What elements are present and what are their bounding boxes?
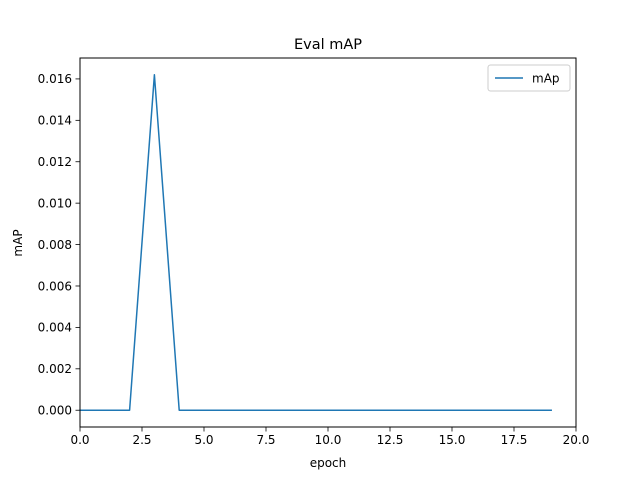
x-tick-label: 7.5 [256,433,275,447]
chart-title: Eval mAP [294,37,362,53]
x-tick-label: 0.0 [70,433,89,447]
x-tick-label: 10.0 [315,433,342,447]
x-tick-label: 15.0 [439,433,466,447]
plot-area [80,58,576,427]
y-tick-label: 0.016 [38,72,72,86]
x-tick-label: 2.5 [132,433,151,447]
y-tick-label: 0.010 [38,196,72,210]
plot-frame [79,57,577,428]
x-axis-ticks: 0.0 2.5 5.0 7.5 10.0 12.5 15.0 17.5 20.0 [70,427,589,447]
legend: mAp [487,64,571,92]
x-tick-label: 20.0 [563,433,590,447]
y-tick-label: 0.000 [38,404,72,418]
x-tick-label: 5.0 [194,433,213,447]
x-tick-label: 12.5 [377,433,404,447]
x-tick-label: 17.5 [501,433,528,447]
y-tick-label: 0.004 [38,321,72,335]
y-tick-label: 0.014 [38,114,72,128]
series-layer [79,74,552,411]
y-axis-label: mAP [11,229,25,256]
y-tick-label: 0.002 [38,362,72,376]
y-tick-label: 0.008 [38,238,72,252]
legend-box [487,64,571,92]
series-line-0 [79,74,552,411]
legend-label: mAp [532,71,560,85]
y-axis-ticks: 0.000 0.002 0.004 0.006 0.008 0.010 0.012 0.014… [38,72,80,418]
y-tick-label: 0.012 [38,155,72,169]
x-axis-label: epoch [310,456,347,470]
y-tick-label: 0.006 [38,279,72,293]
